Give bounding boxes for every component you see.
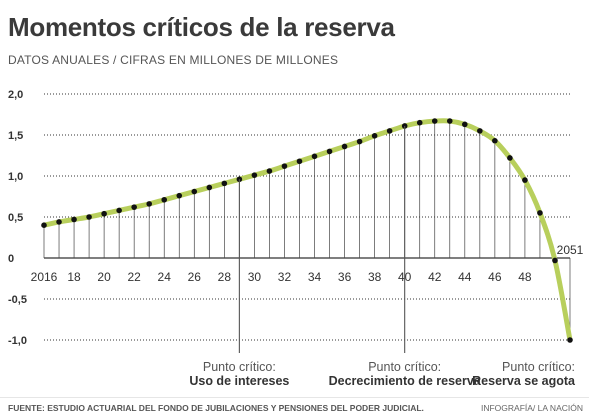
x-tick-label: 32 — [278, 270, 292, 284]
line-chart: 2,0 1,5 1,0 0,5 0 -0,5 -1,0 2016 18 20 22 24 26 28 30 3… — [8, 89, 584, 388]
x-tick-label: 42 — [428, 270, 442, 284]
annotation-text: Uso de intereses — [189, 374, 289, 388]
page-title: Momentos críticos de la reserva — [8, 12, 395, 42]
x-tick-label: 48 — [518, 270, 532, 284]
data-point — [191, 188, 198, 195]
annotation-text: Decrecimiento de reserva — [329, 374, 482, 388]
data-point — [131, 204, 137, 210]
x-tick-label: 2016 — [31, 270, 58, 284]
x-tick-label: 22 — [127, 270, 141, 284]
data-point — [552, 257, 558, 264]
data-point — [176, 192, 183, 199]
data-point — [401, 123, 408, 129]
data-point — [567, 337, 573, 343]
data-point — [161, 196, 168, 203]
data-point — [341, 143, 348, 150]
data-point — [266, 168, 273, 174]
data-point — [41, 222, 47, 228]
data-point — [507, 155, 513, 161]
x-tick-label: 20 — [97, 270, 111, 284]
y-tick-label: -0,5 — [8, 294, 27, 306]
x-tick-label: 30 — [248, 270, 262, 284]
chart-subtitle: DATOS ANUALES / CIFRAS EN MILLONES DE MI… — [8, 53, 339, 67]
data-point — [446, 118, 453, 124]
data-point — [116, 207, 122, 214]
x-tick-label: 26 — [188, 270, 202, 284]
source-note: FUENTE: ESTUDIO ACTUARIAL DEL FONDO DE J… — [8, 403, 424, 413]
data-point — [371, 133, 378, 139]
data-point — [326, 148, 333, 155]
data-point — [296, 158, 303, 165]
tick-labels-layer: 2,0 1,5 1,0 0,5 0 -0,5 -1,0 2016 18 20 22 24 26 28 30 3… — [8, 89, 584, 347]
drop-lines-layer — [43, 121, 571, 340]
x-tick-label: 46 — [488, 270, 502, 284]
data-point — [477, 128, 483, 134]
data-points-layer — [41, 118, 573, 343]
annotation-label: Punto crítico: — [368, 360, 441, 374]
x-tick-label: 34 — [308, 270, 322, 284]
data-point — [416, 119, 423, 126]
annotation-label: Punto crítico: — [502, 360, 575, 374]
credit-note: INFOGRAFÍA/ LA NACIÓN — [480, 403, 583, 413]
series-line — [41, 118, 573, 343]
data-point — [281, 163, 288, 169]
data-point — [537, 210, 543, 216]
x-tick-label: 18 — [67, 270, 81, 284]
data-point — [311, 153, 318, 160]
data-point — [492, 137, 498, 144]
annotation-text: Reserva se agota — [472, 374, 576, 388]
data-point — [386, 128, 393, 134]
data-point — [221, 180, 228, 187]
x-tick-label: 38 — [368, 270, 382, 284]
x-end-label: 2051 — [557, 243, 584, 257]
data-point — [522, 177, 528, 183]
x-tick-label: 28 — [218, 270, 232, 284]
y-tick-label: 1,5 — [8, 130, 23, 142]
x-tick-label: 36 — [338, 270, 352, 284]
data-point — [431, 118, 438, 124]
footer-rule — [0, 397, 589, 398]
data-point — [251, 172, 258, 178]
series-line-layer — [41, 118, 573, 343]
y-tick-label: 2,0 — [8, 89, 23, 101]
data-point — [356, 138, 363, 145]
y-tick-label: 1,0 — [8, 171, 23, 183]
data-point — [462, 121, 468, 128]
y-tick-label: 0,5 — [8, 212, 23, 224]
data-point — [206, 184, 213, 191]
data-point — [56, 219, 62, 225]
data-point — [101, 210, 107, 217]
y-tick-label: 0 — [8, 253, 14, 265]
x-tick-label: 24 — [158, 270, 172, 284]
data-point — [86, 214, 92, 220]
grid-layer — [44, 93, 570, 341]
data-point — [146, 201, 152, 207]
annotation-label: Punto crítico: — [203, 360, 276, 374]
y-tick-label: -1,0 — [8, 335, 27, 347]
data-point — [71, 216, 77, 223]
x-tick-label: 44 — [458, 270, 472, 284]
